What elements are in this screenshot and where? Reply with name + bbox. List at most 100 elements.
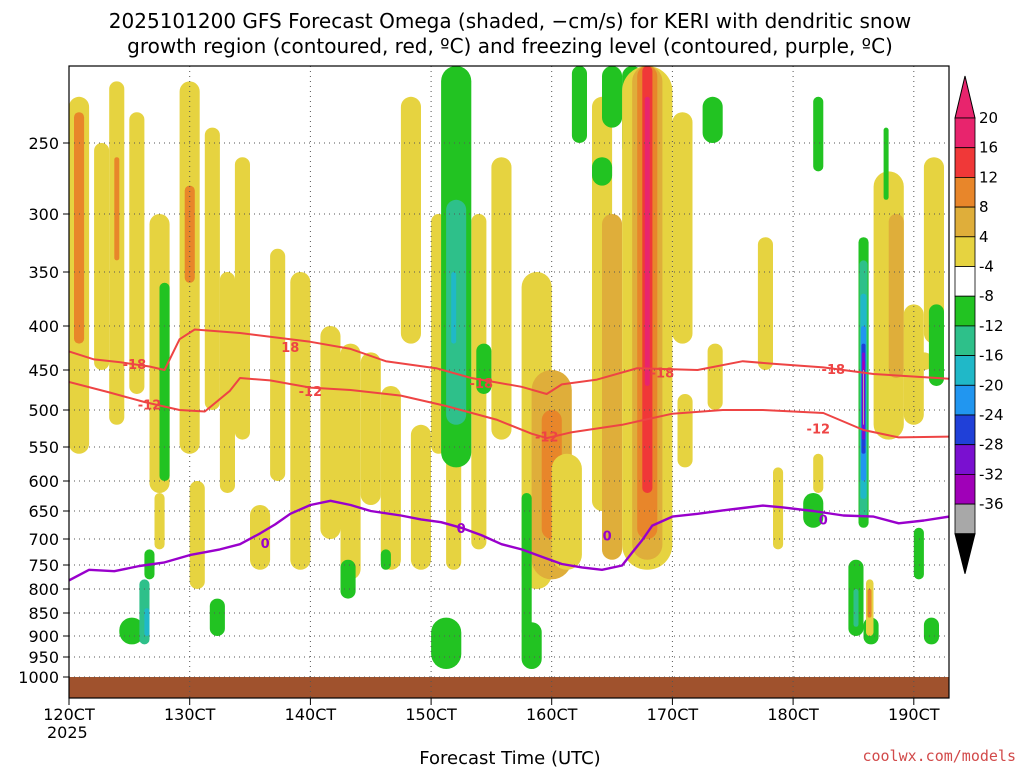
shading-region xyxy=(883,127,889,200)
shading-region xyxy=(707,343,723,410)
colorbar-label: 8 xyxy=(979,198,989,216)
shading-region xyxy=(757,237,773,370)
chart-title-line-2: growth region (contoured, red, ºC) and f… xyxy=(127,34,893,58)
shading-region xyxy=(571,66,587,143)
y-axis: 250 300 350 400 450 500 550 600 650 700 750 800 850 9… xyxy=(18,134,69,687)
shading-region xyxy=(189,481,205,589)
contour-label-dgz_minus18: -18 xyxy=(470,377,494,392)
y-tick-label: 350 xyxy=(28,263,59,282)
shading-region xyxy=(340,343,361,580)
y-tick-label: 250 xyxy=(28,134,59,153)
colorbar-swatch xyxy=(954,503,976,535)
contour-label-freezing: 0 xyxy=(603,530,612,545)
colorbar-swatch xyxy=(954,444,976,475)
shading-region xyxy=(928,304,944,386)
shading-region xyxy=(913,527,924,580)
colorbar-swatch xyxy=(954,117,976,149)
shading-region xyxy=(521,622,542,669)
contour-dgz_minus18 xyxy=(69,328,949,395)
shading-region xyxy=(129,112,145,394)
contour-label-dgz_minus18: -18 xyxy=(822,363,846,378)
contour-freezing xyxy=(69,499,949,582)
contour-label-dgz_minus18: -18 xyxy=(123,358,147,373)
colorbar-label: -20 xyxy=(979,376,1004,394)
shading-region xyxy=(491,157,512,440)
shading-region xyxy=(923,157,944,344)
colorbar-label: -28 xyxy=(979,436,1004,454)
contour-label-freezing: 0 xyxy=(819,513,828,528)
y-tick-label: 800 xyxy=(28,580,59,599)
colorbar-label: -12 xyxy=(979,317,1004,335)
shading-region xyxy=(360,352,381,505)
shading-region xyxy=(204,127,220,410)
chart-title-line-1: 2025101200 GFS Forecast Omega (shaded, −… xyxy=(109,9,911,33)
x-tick-label: 160CT xyxy=(526,705,578,724)
contour-label-dgz_minus12: -12 xyxy=(807,423,831,438)
colorbar-label: -24 xyxy=(979,406,1004,424)
shading-region xyxy=(340,559,356,599)
credit-text: coolwx.com/models xyxy=(862,747,1016,765)
colorbar-swatch xyxy=(954,325,976,356)
shading-region xyxy=(410,424,431,570)
shading-region xyxy=(644,96,650,387)
x-tick-label: 190CT xyxy=(888,705,940,724)
y-tick-label: 300 xyxy=(28,205,59,224)
omega-shading xyxy=(69,66,949,698)
contour-label-dgz_minus18: -18 xyxy=(651,366,675,381)
contour-label-dgz_minus12: -12 xyxy=(299,385,323,400)
shading-region xyxy=(119,617,145,645)
shading-region xyxy=(380,386,401,570)
shading-region xyxy=(451,272,457,344)
shading-region xyxy=(74,112,85,344)
contour-label-dgz_minus18: 18 xyxy=(281,341,299,356)
y-tick-label: 600 xyxy=(28,472,59,491)
shading-region xyxy=(888,214,904,378)
shading-region xyxy=(813,96,824,172)
shading-region xyxy=(431,617,462,669)
contour-label-freezing: 0 xyxy=(457,522,466,537)
colorbar-label: -8 xyxy=(979,287,994,305)
shading-region xyxy=(400,96,421,344)
shading-region xyxy=(923,617,939,645)
x-tick-label: 180CT xyxy=(767,705,819,724)
colorbar-label: 16 xyxy=(979,139,998,157)
shading-region xyxy=(863,370,864,425)
y-tick-label: 700 xyxy=(28,530,59,549)
shading-region xyxy=(154,493,165,550)
colorbar-swatch xyxy=(954,355,976,386)
x-tick-label: 150CT xyxy=(405,705,457,724)
shading-region xyxy=(209,598,225,636)
colorbar-label: -36 xyxy=(979,495,1004,513)
y-tick-label: 450 xyxy=(28,361,59,380)
colorbar-label: -16 xyxy=(979,347,1004,365)
x-axis-title: Forecast Time (UTC) xyxy=(419,748,600,768)
plot-frame xyxy=(68,65,950,699)
shading-region xyxy=(219,272,235,493)
shading-region xyxy=(853,589,859,627)
shading-region xyxy=(250,505,271,570)
colorbar-label: -4 xyxy=(979,258,994,276)
shading-region xyxy=(290,272,311,570)
shading-region xyxy=(677,394,693,468)
shading-region xyxy=(813,453,824,493)
colorbar-swatch xyxy=(954,414,976,446)
contour-labels: -18 18 -18 -18 -18 -12 -12 -12 -12 0 0 0 0 xyxy=(123,341,845,552)
shading-region xyxy=(380,549,391,570)
y-tick-label: 950 xyxy=(28,648,59,667)
colorbar-label: 4 xyxy=(979,228,989,246)
shading-region xyxy=(592,157,613,186)
contour-dgz_minus12 xyxy=(69,377,949,440)
colorbar-swatch xyxy=(954,295,976,327)
y-tick-label: 400 xyxy=(28,317,59,336)
x-tick-label: 140CT xyxy=(285,705,337,724)
y-tick-label: 750 xyxy=(28,556,59,575)
x-tick-label: 170CT xyxy=(647,705,699,724)
shading-region xyxy=(144,608,150,636)
shading-region xyxy=(320,326,341,539)
x-tick-label: 120CT xyxy=(43,705,95,724)
contour-label-dgz_minus12: -12 xyxy=(138,398,162,413)
colorbar-swatch xyxy=(954,236,976,267)
contour-lines xyxy=(69,328,949,582)
colorbar-swatch xyxy=(954,384,976,416)
